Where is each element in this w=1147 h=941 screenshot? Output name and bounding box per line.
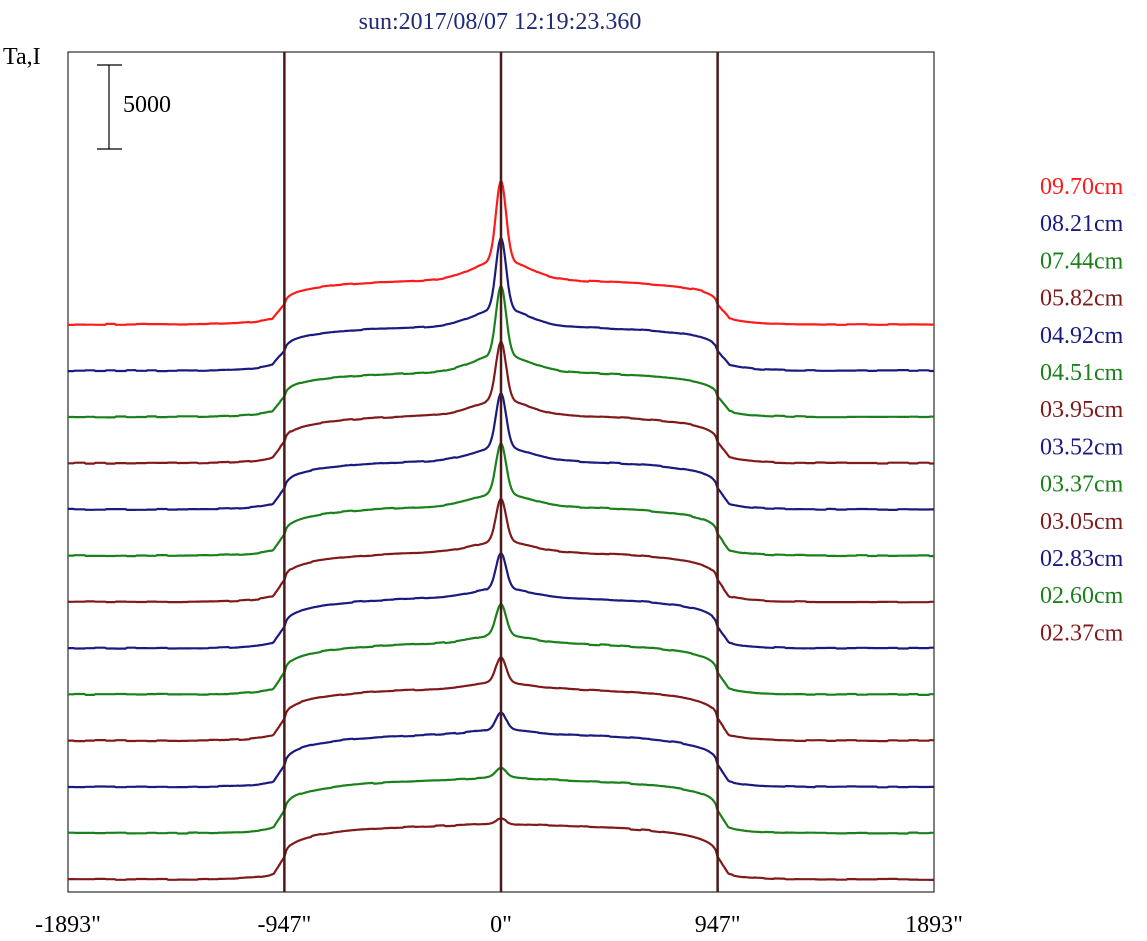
marker-layer [283,52,719,892]
chart-title: sun:2017/08/07 12:19:23.360 [359,9,642,35]
legend-entry: 02.37cm [1040,620,1124,646]
scale-bar: 5000 [97,64,171,150]
x-tick-label: 1893" [905,912,963,938]
y-axis-label: Ta,I [3,44,41,70]
legend-entry: 03.37cm [1040,472,1124,498]
x-tick-label: -947" [257,912,311,938]
legend-entry: 04.92cm [1040,323,1124,349]
legend-entry: 09.70cm [1040,174,1124,200]
x-tick-labels: -1893" -947" 0" 947" 1893" [35,912,963,938]
scale-bar-label: 5000 [123,92,171,118]
legend: 09.70cm 08.21cm 07.44cm 05.82cm 04.92cm 04.51… [1040,174,1124,646]
legend-entry: 04.51cm [1040,360,1124,386]
legend-entry: 05.82cm [1040,286,1124,312]
legend-entry: 02.60cm [1040,583,1124,609]
legend-entry: 02.83cm [1040,546,1124,572]
legend-entry: 03.52cm [1040,434,1124,460]
x-tick-label: -1893" [35,912,101,938]
x-tick-label: 947" [695,912,741,938]
legend-entry: 03.95cm [1040,397,1124,423]
legend-entry: 03.05cm [1040,509,1124,535]
x-tick-label: 0" [490,912,512,938]
legend-entry: 07.44cm [1040,248,1124,274]
legend-entry: 08.21cm [1040,211,1124,237]
